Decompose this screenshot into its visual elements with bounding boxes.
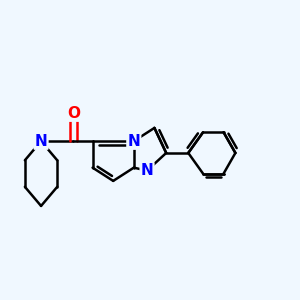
Text: N: N xyxy=(35,134,47,149)
Text: N: N xyxy=(141,163,153,178)
Text: O: O xyxy=(67,106,80,121)
Text: N: N xyxy=(128,134,140,149)
